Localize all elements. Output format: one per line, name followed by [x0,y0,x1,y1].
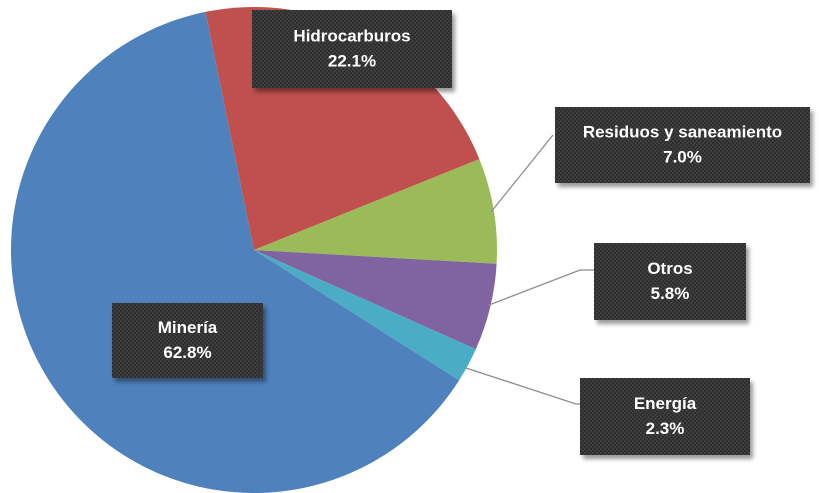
value-label: 5.8% [651,284,690,303]
value-label: 2.3% [646,419,685,438]
label-box [555,107,810,183]
leader-line [490,134,554,213]
label-box [580,378,750,455]
label-box [594,243,746,320]
pie-slice [254,159,497,264]
value-label: 22.1% [328,51,376,70]
category-label: Minería [158,318,218,337]
pie-slice [254,250,476,381]
leader-lines [465,134,594,405]
category-label: Residuos y saneamiento [583,122,782,141]
data-label: Hidrocarburos 22.1% [252,10,452,88]
category-label: Hidrocarburos [293,26,410,45]
category-label: Energía [634,394,697,413]
data-label: Minería 62.8% [112,303,263,378]
value-label: 62.8% [163,343,211,362]
pie-slice [254,250,497,350]
label-box [112,303,263,378]
category-label: Otros [647,259,692,278]
leader-line [465,367,580,405]
data-label: Otros 5.8% [594,243,746,320]
label-box [252,10,452,88]
data-label: Residuos y saneamiento 7.0% [555,107,810,183]
data-label: Energía 2.3% [580,378,750,455]
leader-line [488,269,594,306]
value-label: 7.0% [663,147,702,166]
